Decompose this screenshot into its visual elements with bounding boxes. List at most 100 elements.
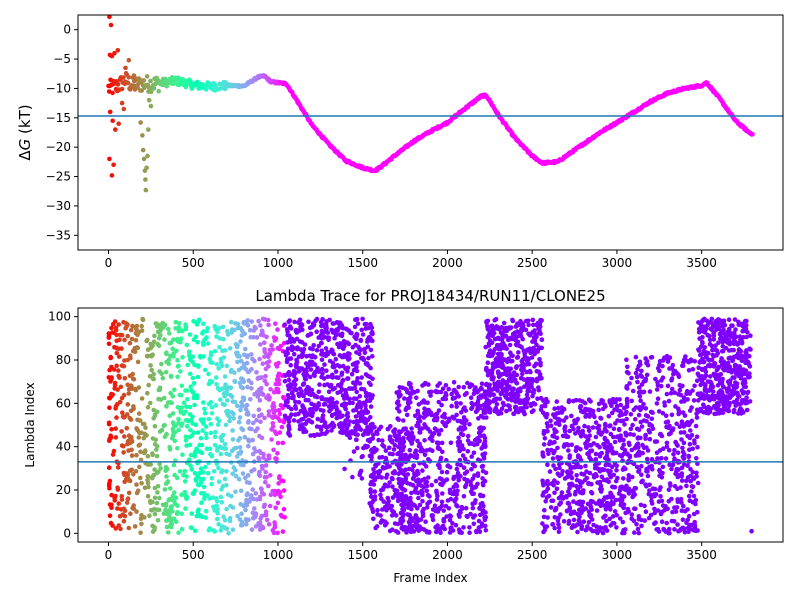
lambda-point	[171, 429, 176, 435]
lambda-point	[305, 364, 311, 370]
lambda-point	[593, 434, 599, 440]
lambda-point	[397, 477, 403, 482]
lambda-point	[215, 448, 220, 453]
lambda-point	[480, 480, 486, 486]
lambda-point	[513, 399, 518, 404]
lambda-point	[235, 353, 241, 359]
lambda-point	[205, 470, 211, 476]
lambda-point	[145, 347, 151, 353]
lambda-point	[637, 385, 642, 390]
lambda-point	[672, 456, 677, 462]
lambda-point	[655, 456, 660, 461]
lambda-point	[389, 476, 395, 482]
lambda-point	[332, 386, 338, 391]
lambda-point	[454, 466, 460, 472]
lambda-point	[406, 503, 412, 509]
lambda-point	[117, 337, 122, 343]
lambda-point	[503, 345, 508, 351]
lambda-point	[109, 492, 114, 498]
lambda-point	[173, 319, 179, 325]
lambda-point	[268, 492, 274, 498]
lambda-point	[211, 504, 216, 510]
lambda-point	[302, 376, 308, 382]
lambda-point	[184, 388, 190, 393]
lambda-point	[394, 462, 400, 467]
lambda-point	[289, 406, 294, 412]
lambda-point	[632, 530, 637, 535]
delta-g-point	[119, 100, 125, 106]
lambda-point	[121, 392, 127, 398]
lambda-point	[537, 322, 542, 327]
lambda-point	[462, 426, 468, 431]
lambda-point	[256, 413, 262, 419]
lambda-point	[659, 519, 665, 524]
lambda-point	[278, 512, 284, 518]
lambda-point	[351, 419, 357, 425]
lambda-point	[379, 518, 385, 523]
delta-g-point	[143, 177, 148, 182]
lambda-point	[291, 379, 297, 384]
lambda-point	[465, 433, 471, 439]
lambda-point	[256, 318, 261, 324]
lambda-point	[220, 432, 226, 438]
lambda-point	[439, 440, 445, 446]
lambda-point	[496, 374, 502, 380]
lambda-point	[558, 500, 563, 506]
lambda-point	[282, 322, 288, 328]
lambda-point	[328, 374, 334, 379]
lambda-point	[254, 389, 260, 395]
lambda-point	[331, 321, 337, 326]
lambda-point	[458, 401, 463, 406]
lambda-point	[616, 426, 622, 432]
lambda-point	[366, 335, 372, 340]
lambda-point	[147, 400, 153, 406]
lambda-point	[263, 373, 268, 379]
lambda-point	[139, 430, 144, 436]
lambda-point	[207, 526, 213, 531]
lambda-point	[543, 499, 548, 504]
lambda-point	[377, 455, 382, 460]
lambda-point	[272, 520, 277, 525]
lambda-point	[593, 451, 599, 457]
lambda-point	[237, 517, 243, 522]
lambda-point	[421, 415, 427, 420]
lambda-point	[376, 437, 381, 443]
lambda-point	[215, 506, 220, 512]
lambda-point	[344, 412, 350, 418]
lambda-point	[372, 489, 378, 494]
lambda-point	[196, 364, 201, 369]
lambda-point	[350, 362, 356, 367]
lambda-point	[222, 374, 228, 379]
lambda-point	[318, 407, 324, 413]
lambda-point	[188, 428, 193, 433]
delta-g-point	[111, 162, 116, 168]
lambda-point	[203, 508, 209, 514]
lambda-point	[502, 327, 507, 332]
lambda-point	[378, 488, 384, 493]
lambda-point	[408, 529, 414, 534]
lambda-point	[427, 447, 433, 452]
lambda-point	[238, 407, 243, 413]
lambda-point	[125, 357, 130, 363]
lambda-point	[582, 423, 587, 429]
lambda-point	[181, 400, 187, 406]
lambda-point	[119, 363, 125, 368]
lambda-point	[427, 429, 433, 434]
delta-g-y-tick-label: −35	[46, 228, 71, 242]
lambda-point	[157, 495, 162, 501]
lambda-point	[322, 322, 328, 328]
lambda-point	[183, 434, 189, 440]
lambda-point	[262, 354, 267, 360]
lambda-point	[310, 321, 316, 326]
lambda-point	[368, 415, 373, 420]
lambda-point	[230, 428, 235, 433]
lambda-point	[493, 316, 499, 322]
lambda-point	[455, 470, 461, 476]
lambda-point	[339, 331, 345, 337]
lambda-point	[162, 395, 167, 401]
lambda-point	[405, 472, 411, 477]
lambda-point	[387, 451, 393, 457]
lambda-point	[417, 479, 422, 484]
lambda-point	[506, 325, 512, 330]
lambda-point	[390, 484, 395, 489]
